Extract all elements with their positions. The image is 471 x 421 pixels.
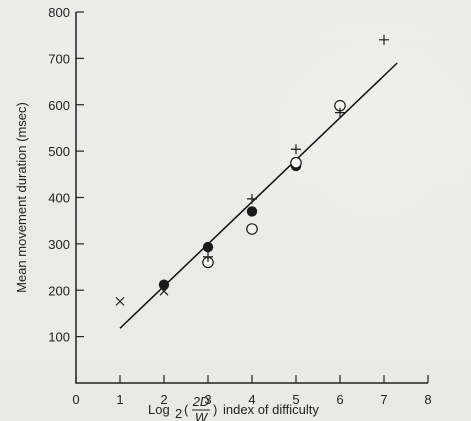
y-tick-label: 500 (48, 144, 70, 159)
x-tick-label: 6 (336, 392, 343, 407)
x-tick-label: 8 (424, 392, 431, 407)
y-tick-label: 800 (48, 5, 70, 20)
x-tick-label: 3 (204, 392, 211, 407)
axis-layer: 100 200 300 400 500 600 700 800 0 1 2 3 4 5 6 7 8 (48, 5, 431, 407)
plus-point (335, 107, 345, 118)
filled-circle-point (202, 241, 214, 253)
x-axis-title-numerator: 2D (192, 394, 210, 409)
x-axis-title: Log 2 (2DW) index of difficulty (148, 394, 319, 421)
x-axis-title-denominator: W (195, 410, 209, 421)
x-axis-title-prefix: Log (148, 402, 170, 417)
x-axis-title-suffix: index of difficulty (223, 402, 319, 417)
x-tick-label: 2 (160, 392, 167, 407)
y-tick-label: 200 (48, 283, 70, 298)
plus-point (379, 34, 389, 45)
x-tick-label: 5 (292, 392, 299, 407)
plus-point (247, 193, 257, 204)
x-tick-label: 0 (72, 392, 79, 407)
x-axis-title-right-paren: ) (213, 402, 217, 417)
x-tick-label: 1 (116, 392, 123, 407)
y-tick-label: 700 (48, 51, 70, 66)
x-tick-label: 7 (380, 392, 387, 407)
y-axis-title: Mean movement duration (msec) (14, 102, 29, 293)
x-axis-title-subscript: 2 (175, 406, 182, 421)
x-point (115, 296, 125, 306)
filled-circle-point (246, 206, 258, 217)
plus-point (203, 251, 213, 262)
plus-point (291, 144, 301, 155)
y-tick-label: 400 (48, 191, 70, 206)
y-tick-label: 600 (48, 98, 70, 113)
x-tick-label: 4 (248, 392, 255, 407)
y-tick-label: 300 (48, 237, 70, 252)
filled-circle-point (158, 279, 170, 290)
x-axis-title-left-paren: ( (184, 402, 189, 417)
y-tick-label: 100 (48, 330, 70, 345)
x-point (159, 286, 169, 296)
open-circle-point (246, 223, 258, 235)
open-circle-point (290, 156, 302, 169)
marks-layer (115, 34, 398, 329)
